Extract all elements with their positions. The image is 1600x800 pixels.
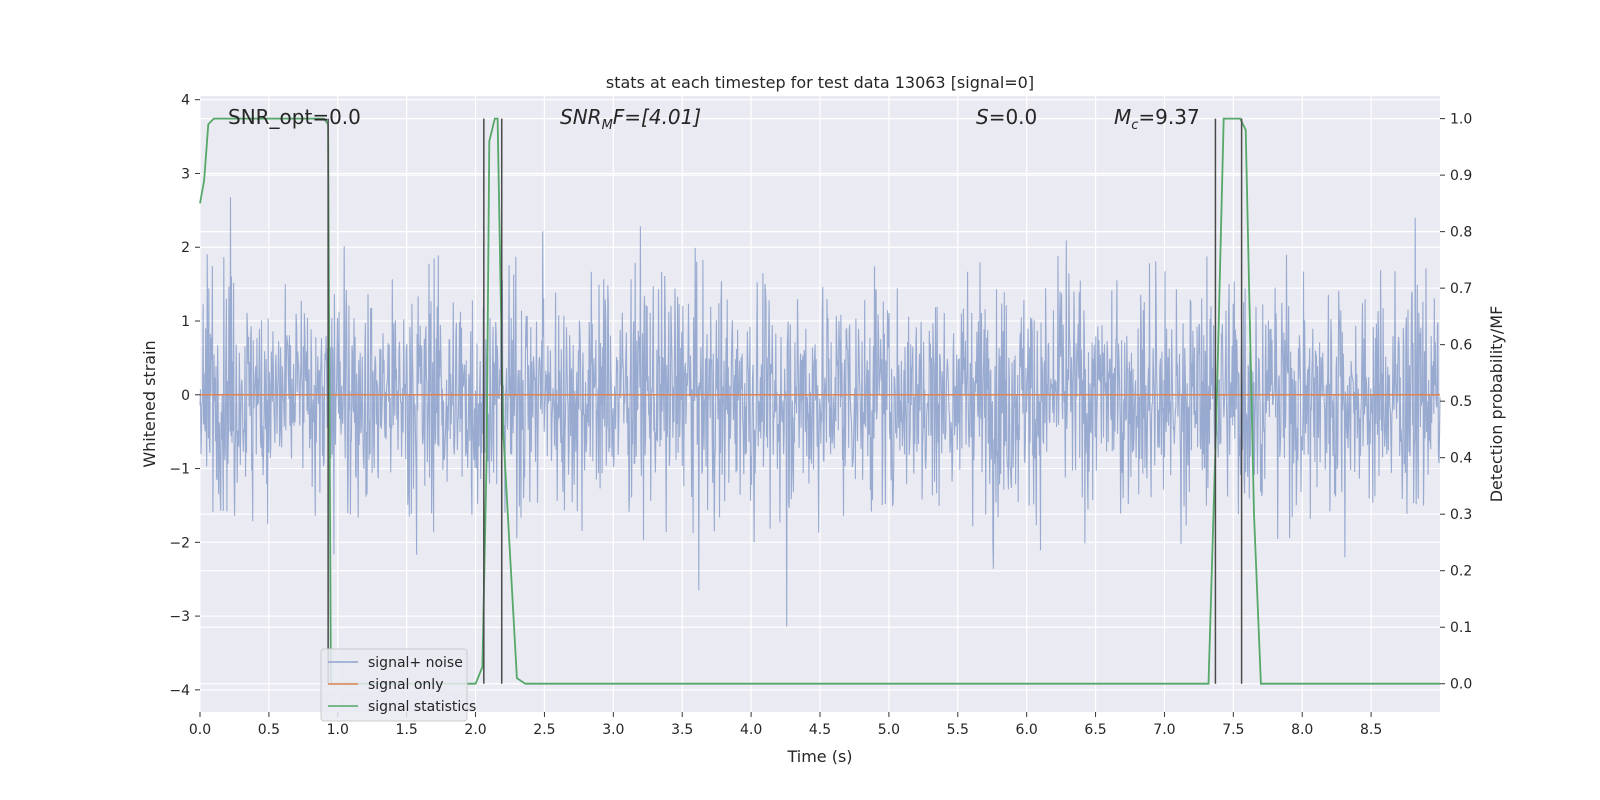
y-right-tick-label: 1.0 xyxy=(1450,112,1472,128)
annotation-snr-mf: SNRMF=[4.01] xyxy=(560,105,701,133)
y-left-tick-label: 2 xyxy=(181,240,190,256)
chart-title: stats at each timestep for test data 130… xyxy=(606,73,1034,92)
y-right-tick-label: 0.4 xyxy=(1450,451,1472,467)
legend: signal+ noise signal only signal statist… xyxy=(320,648,476,722)
series-signal-plus-noise xyxy=(199,197,1441,627)
annotation-s-rest: =0.0 xyxy=(989,105,1038,129)
annotation-mc-var: M xyxy=(1114,105,1131,129)
y-left-tick-label: −1 xyxy=(169,462,190,478)
x-tick-label: 4.5 xyxy=(809,722,831,738)
x-axis-label: Time (s) xyxy=(786,747,852,766)
y-left-tick-label: 0 xyxy=(181,388,190,404)
y-right-tick-label: 0.9 xyxy=(1450,168,1472,184)
y-left-tick-label: −2 xyxy=(169,535,190,551)
x-tick-label: 0.0 xyxy=(189,722,211,738)
y-axis-label-left: Whitened strain xyxy=(140,340,159,467)
x-tick-label: 6.5 xyxy=(1084,722,1106,738)
x-tick-label: 6.0 xyxy=(1016,722,1038,738)
annotation-snr-opt: SNR_opt=0.0 xyxy=(228,105,361,129)
annotation-mc-sub: c xyxy=(1131,118,1138,133)
annotation-mc: Mc=9.37 xyxy=(1114,105,1200,133)
x-tick-label: 1.5 xyxy=(396,722,418,738)
y-right-tick-label: 0.2 xyxy=(1450,564,1472,580)
y-left-tick-label: 1 xyxy=(181,314,190,330)
axis-ticks: 0.0 0.5 1.0 1.5 2.0 2.5 3.0 3.5 4.0 4.5 5.0 5.5 6.0 6… xyxy=(169,93,1472,738)
series-layer xyxy=(199,117,1440,685)
signal-plus-noise-line xyxy=(199,197,1441,627)
y-right-tick-label: 0.3 xyxy=(1450,507,1472,523)
x-tick-label: 7.0 xyxy=(1153,722,1175,738)
y-right-tick-label: 0.8 xyxy=(1450,225,1472,241)
annotation-snr-mf-base: SNR xyxy=(560,105,602,129)
legend-box xyxy=(320,648,468,722)
x-tick-label: 4.0 xyxy=(740,722,762,738)
annotation-s-var: S xyxy=(976,105,989,129)
y-right-tick-label: 0.7 xyxy=(1450,281,1472,297)
legend-label-signal-plus-noise: signal+ noise xyxy=(368,655,463,671)
y-axis-label-right: Detection probability/MF xyxy=(1487,306,1506,503)
y-left-tick-label: −3 xyxy=(169,609,190,625)
vertical-markers xyxy=(327,118,1243,684)
x-tick-label: 2.5 xyxy=(533,722,555,738)
y-left-tick-label: −4 xyxy=(169,683,190,699)
x-tick-label: 3.0 xyxy=(602,722,624,738)
y-right-tick-label: 0.6 xyxy=(1450,338,1472,354)
x-tick-label: 5.0 xyxy=(878,722,900,738)
x-tick-label: 8.5 xyxy=(1360,722,1382,738)
y-left-tick-label: 3 xyxy=(181,166,190,182)
annotation-mc-rest: =9.37 xyxy=(1138,105,1199,129)
annotation-snr-mf-sub: M xyxy=(602,118,613,133)
x-tick-label: 5.5 xyxy=(947,722,969,738)
x-tick-label: 7.5 xyxy=(1222,722,1244,738)
y-right-tick-label: 0.1 xyxy=(1450,620,1472,636)
x-tick-label: 1.0 xyxy=(327,722,349,738)
annotation-snr-mf-rest: F=[4.01] xyxy=(613,105,701,129)
legend-label-signal-only: signal only xyxy=(368,677,443,693)
annotation-s: S=0.0 xyxy=(976,105,1037,129)
x-tick-label: 8.0 xyxy=(1291,722,1313,738)
x-tick-label: 3.5 xyxy=(671,722,693,738)
y-left-tick-label: 4 xyxy=(181,93,190,109)
x-tick-label: 0.5 xyxy=(258,722,280,738)
signal-statistics-line xyxy=(199,117,1440,685)
x-tick-label: 2.0 xyxy=(464,722,486,738)
y-right-tick-label: 0.5 xyxy=(1450,394,1472,410)
y-right-tick-label: 0.0 xyxy=(1450,677,1472,693)
legend-label-signal-statistics: signal statistics xyxy=(368,699,476,715)
